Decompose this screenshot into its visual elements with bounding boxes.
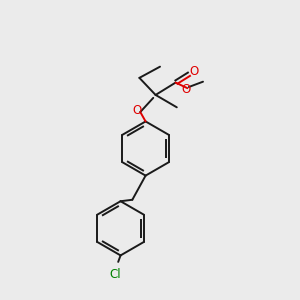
Text: O: O xyxy=(133,104,142,117)
Text: Cl: Cl xyxy=(110,268,121,281)
Text: O: O xyxy=(189,65,198,79)
Text: O: O xyxy=(181,83,190,96)
